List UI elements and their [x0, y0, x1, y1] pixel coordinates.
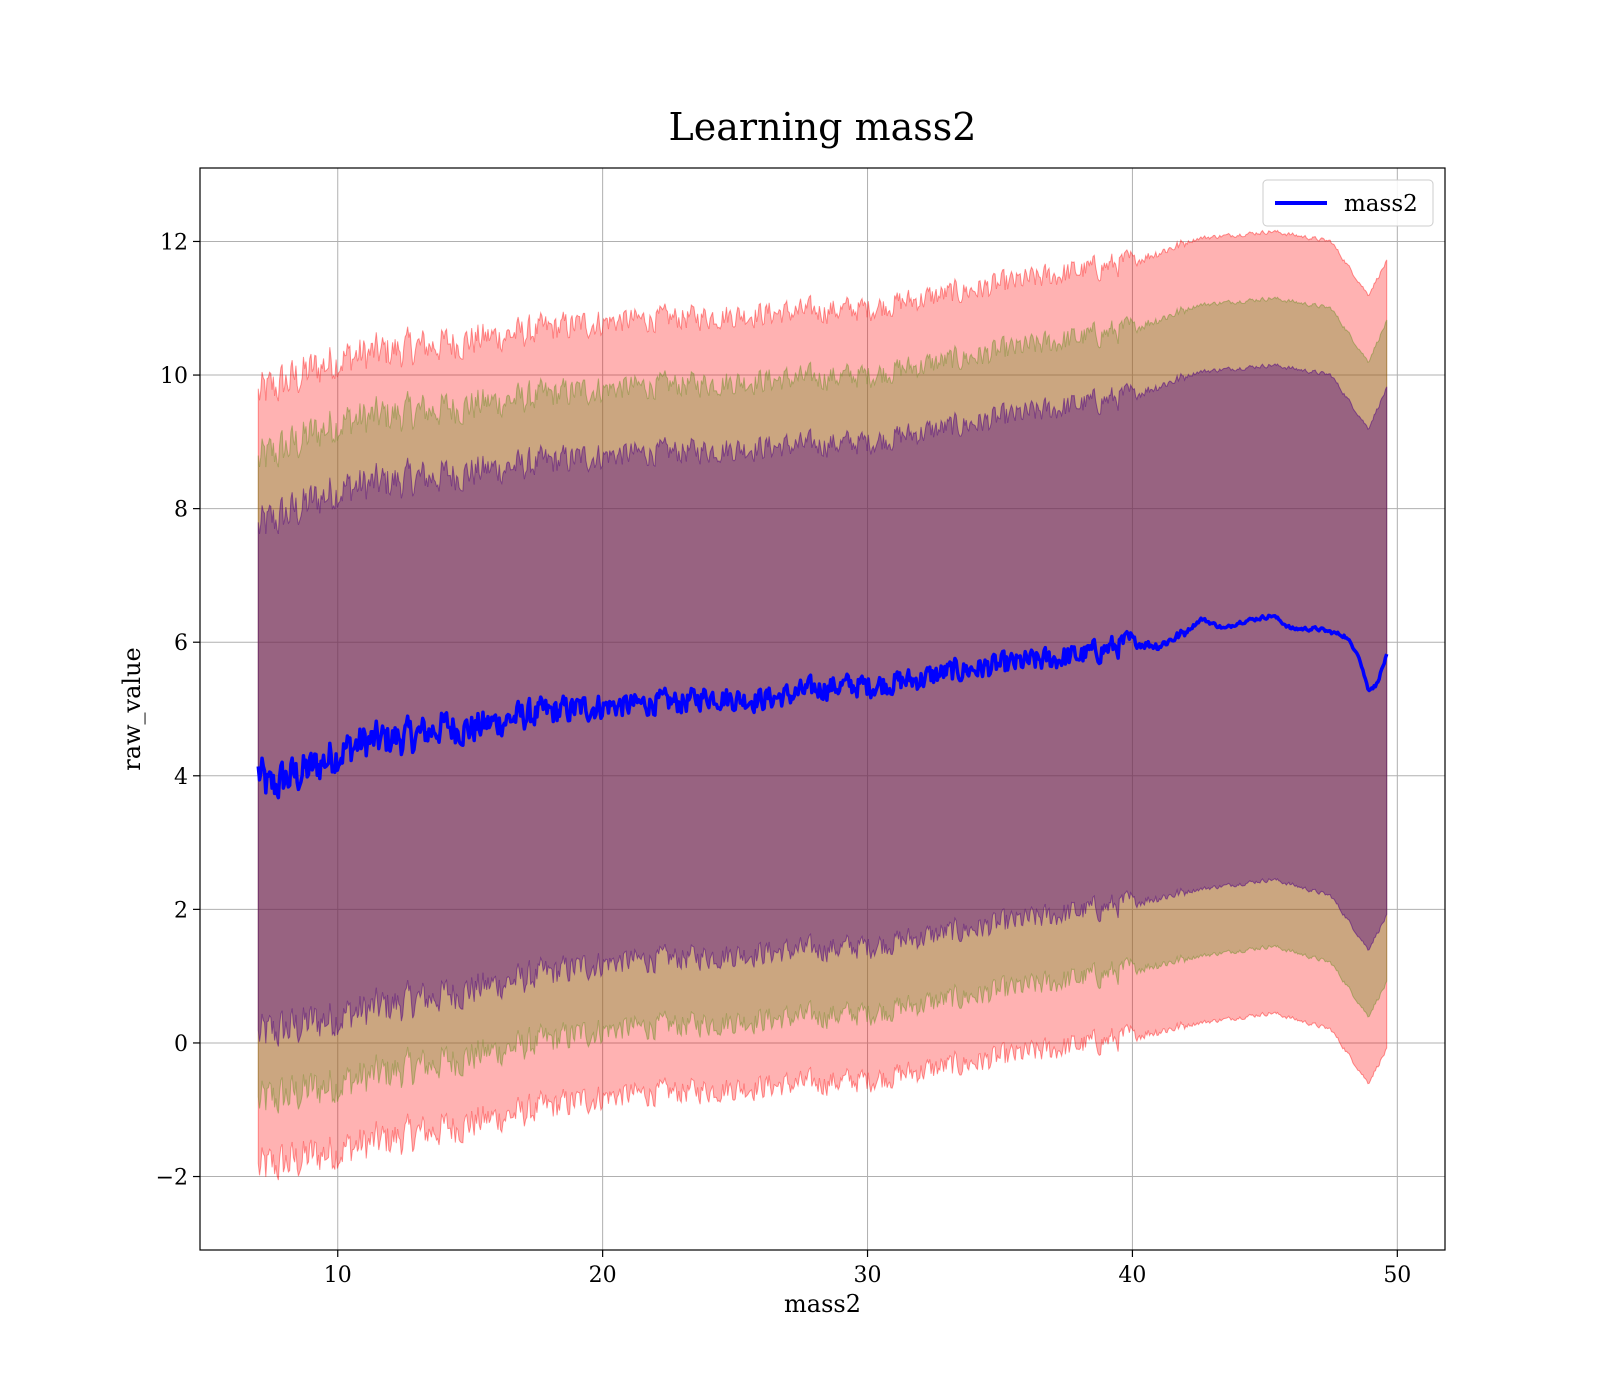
- x-tick-label: 50: [1383, 1263, 1411, 1288]
- legend: mass2: [1262, 179, 1434, 227]
- plot-area-background: [200, 168, 1445, 1250]
- x-tick-label: 20: [589, 1263, 617, 1288]
- plot-frame: [199, 167, 1446, 1251]
- x-tick-label: 10: [324, 1263, 352, 1288]
- x-tick-label: 30: [854, 1263, 882, 1288]
- y-axis-label: raw_value: [118, 647, 146, 771]
- confidence-bands: [257, 229, 1388, 1181]
- band-1: [257, 296, 1388, 1114]
- legend-label-mass2: mass2: [1344, 191, 1418, 217]
- grid: [200, 168, 1445, 1250]
- x-axis-label: mass2: [784, 1290, 861, 1318]
- band-2: [257, 363, 1388, 1047]
- chart-title: Learning mass2: [669, 105, 977, 149]
- y-tick-label: 6: [174, 631, 188, 656]
- x-axis-ticks: 10 20 30 40 50: [324, 1250, 1411, 1288]
- band-0: [257, 229, 1388, 1181]
- series-line-mass2: [256, 613, 1389, 800]
- y-axis-ticks: −2 0 2 4 6 8 10 12: [156, 230, 200, 1191]
- y-tick-label: 0: [174, 1032, 188, 1057]
- x-tick-label: 40: [1118, 1263, 1146, 1288]
- y-tick-label: 12: [160, 230, 188, 255]
- y-tick-label: 8: [174, 498, 188, 523]
- y-tick-label: 4: [174, 765, 188, 790]
- y-tick-label: 10: [160, 364, 188, 389]
- y-tick-label: 2: [174, 898, 188, 923]
- legend-box: [1262, 179, 1434, 227]
- y-tick-label: −2: [156, 1166, 188, 1191]
- series-layer: [256, 613, 1389, 800]
